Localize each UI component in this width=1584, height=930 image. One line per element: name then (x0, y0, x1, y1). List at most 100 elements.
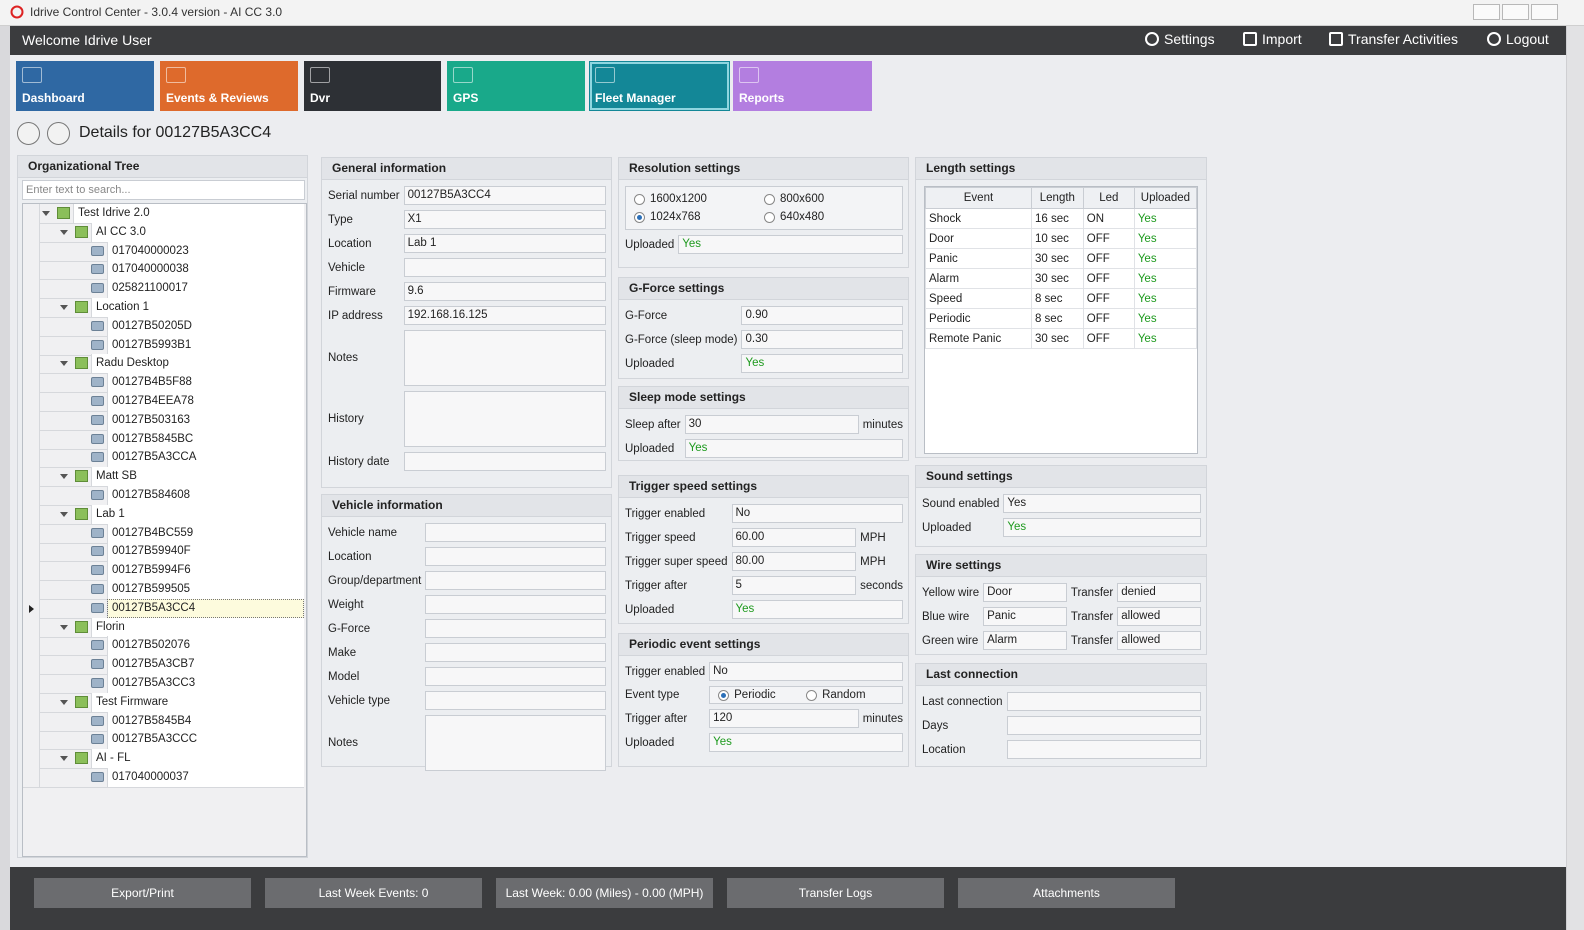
tree-row[interactable]: 00127B5A3CB7 (23, 655, 304, 676)
tree-row[interactable]: 017040000023 (23, 241, 304, 262)
radio-option[interactable]: Random (806, 689, 894, 701)
tree-row[interactable]: 00127B5845B4 (23, 711, 304, 732)
text-field[interactable] (1006, 692, 1201, 711)
tree-row[interactable]: Florin (23, 617, 304, 638)
text-field[interactable]: 192.168.16.125 (403, 306, 606, 325)
text-field[interactable]: allowed (1117, 631, 1201, 650)
tree-row[interactable]: 00127B5A3CC3 (23, 674, 304, 694)
radio-option[interactable]: 640x480 (764, 211, 894, 223)
nav-tab[interactable]: Events & Reviews (160, 61, 298, 111)
tree-row[interactable]: 017040000037 (23, 768, 304, 788)
text-field[interactable]: Lab 1 (403, 234, 606, 253)
nav-tab[interactable]: Dashboard (16, 61, 154, 111)
tree-row[interactable]: 00127B503163 (23, 410, 304, 431)
text-field[interactable]: Yes (709, 733, 903, 752)
tree-row[interactable]: 00127B5845BC (23, 429, 304, 450)
text-field[interactable]: 80.00 (731, 552, 857, 571)
tree-row[interactable]: 017040000038 (23, 260, 304, 281)
radio-button[interactable] (806, 689, 818, 701)
text-field[interactable] (425, 523, 606, 542)
expander[interactable] (60, 361, 68, 367)
text-field[interactable] (425, 595, 606, 614)
radio-option[interactable]: 1024x768 (634, 211, 764, 223)
text-field[interactable]: Alarm (983, 631, 1067, 650)
tree-row[interactable]: 00127B4BC559 (23, 523, 304, 544)
text-field[interactable]: Yes (1003, 494, 1201, 513)
text-area[interactable] (403, 391, 606, 447)
nav-tab[interactable]: Fleet Manager (589, 61, 730, 111)
tree-row[interactable]: 00127B5A3CC4 (23, 598, 304, 619)
text-field[interactable]: Yes (678, 235, 903, 254)
text-field[interactable]: 0.30 (741, 330, 903, 349)
tree-row[interactable]: 00127B59940F (23, 542, 304, 563)
nav-tab[interactable]: Dvr (304, 61, 441, 111)
text-field[interactable]: allowed (1117, 607, 1201, 626)
text-field[interactable] (403, 258, 606, 277)
text-field[interactable] (425, 667, 606, 686)
expander[interactable] (60, 305, 68, 310)
tree-row[interactable]: 00127B50205D (23, 316, 304, 337)
tree-row[interactable]: 00127B4EEA78 (23, 392, 304, 412)
tree-row[interactable]: 00127B5A3CCA (23, 448, 304, 469)
text-field[interactable]: No (709, 662, 903, 681)
expander[interactable] (60, 511, 68, 517)
footer-button[interactable]: Last Week Events: 0 (265, 878, 482, 908)
text-field[interactable]: 9.6 (403, 282, 606, 301)
text-field[interactable]: 120 (709, 709, 859, 728)
menu-item[interactable]: Settings (1145, 31, 1215, 47)
tree-row[interactable]: Lab 1 (23, 504, 304, 525)
tree-row[interactable]: 00127B584608 (23, 486, 304, 506)
minimize-button[interactable] (1473, 4, 1500, 20)
radio-button[interactable] (764, 193, 775, 205)
close-button[interactable] (1531, 4, 1558, 20)
text-field[interactable]: 5 (731, 576, 857, 595)
expander[interactable] (60, 229, 68, 235)
tree-row[interactable]: Test Firmware (23, 692, 304, 713)
text-field[interactable]: Panic (983, 607, 1067, 626)
text-field[interactable]: denied (1117, 583, 1201, 602)
text-field[interactable]: 60.00 (731, 528, 857, 547)
text-field[interactable]: Yes (741, 354, 903, 373)
radio-option[interactable]: 1600x1200 (634, 193, 764, 205)
text-field[interactable] (425, 619, 606, 638)
text-field[interactable] (425, 643, 606, 662)
text-field[interactable]: Door (983, 583, 1067, 602)
text-field[interactable] (1006, 716, 1201, 735)
text-area[interactable] (425, 715, 606, 771)
footer-button[interactable]: Attachments (958, 878, 1175, 908)
text-field[interactable]: No (731, 504, 903, 523)
footer-button[interactable]: Export/Print (34, 878, 251, 908)
scrollbar[interactable] (1566, 26, 1584, 930)
tree-row[interactable]: Matt SB (23, 467, 304, 488)
expander[interactable] (60, 474, 68, 480)
text-field[interactable] (403, 452, 606, 471)
tree-row[interactable]: Radu Desktop (23, 354, 304, 375)
expander[interactable] (60, 624, 68, 630)
text-field[interactable]: 00127B5A3CC4 (403, 186, 606, 205)
back-button[interactable] (17, 122, 40, 145)
tree-row[interactable]: 00127B4B5F88 (23, 373, 304, 394)
tree-row[interactable]: 00127B502076 (23, 636, 304, 657)
nav-tab[interactable]: Reports (733, 61, 872, 111)
text-field[interactable]: Yes (684, 439, 903, 458)
radio-button[interactable] (634, 193, 645, 205)
radio-button[interactable] (634, 211, 645, 223)
tree-row[interactable]: 00127B5A3CCC (23, 730, 304, 751)
text-field[interactable] (425, 691, 606, 710)
text-field[interactable] (425, 571, 606, 590)
menu-item[interactable]: Import (1243, 31, 1302, 47)
expander[interactable] (60, 756, 68, 762)
tree-row[interactable]: 025821100017 (23, 279, 304, 300)
tree-row[interactable]: 00127B5994F6 (23, 561, 304, 582)
footer-button[interactable]: Last Week: 0.00 (Miles) - 0.00 (MPH) (496, 878, 713, 908)
expander[interactable] (42, 211, 50, 216)
radio-button[interactable] (718, 689, 730, 701)
text-field[interactable] (1006, 740, 1201, 759)
expander[interactable] (60, 699, 68, 705)
search-box[interactable]: Enter text to search... (22, 180, 305, 200)
maximize-button[interactable] (1502, 4, 1529, 20)
tree-row[interactable]: AI CC 3.0 (23, 222, 304, 243)
footer-button[interactable]: Transfer Logs (727, 878, 944, 908)
down-button[interactable] (47, 122, 70, 145)
menu-item[interactable]: Transfer Activities (1329, 31, 1458, 47)
